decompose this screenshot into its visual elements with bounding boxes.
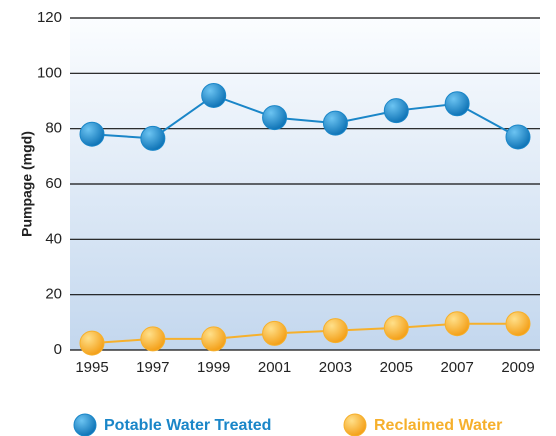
x-tick-label: 2005 [380, 359, 413, 376]
marker [383, 98, 409, 124]
legend-swatch [73, 413, 97, 436]
x-tick-label: 2007 [440, 359, 473, 376]
y-tick-label: 40 [45, 230, 62, 247]
y-tick-label: 120 [37, 9, 62, 26]
x-tick-label: 1997 [136, 359, 169, 376]
marker [322, 110, 348, 136]
marker [505, 311, 531, 337]
y-axis-label: Pumpage (mgd) [19, 131, 35, 237]
marker [201, 326, 227, 352]
legend-swatch [343, 413, 367, 436]
x-tick-label: 1995 [75, 359, 108, 376]
x-tick-label: 2009 [501, 359, 534, 376]
y-tick-label: 0 [54, 341, 62, 358]
marker [79, 121, 105, 147]
marker [505, 124, 531, 150]
legend-label: Reclaimed Water [374, 417, 502, 434]
legend-label: Potable Water Treated [104, 417, 271, 434]
y-tick-label: 80 [45, 120, 62, 137]
marker [140, 326, 166, 352]
marker [444, 311, 470, 337]
y-tick-label: 60 [45, 175, 62, 192]
y-tick-label: 20 [45, 286, 62, 303]
marker [322, 318, 348, 344]
marker [262, 105, 288, 131]
marker [383, 315, 409, 341]
x-tick-label: 1999 [197, 359, 230, 376]
marker [444, 91, 470, 117]
y-tick-label: 100 [37, 64, 62, 81]
marker [140, 125, 166, 151]
marker [201, 82, 227, 108]
marker [262, 320, 288, 346]
x-tick-label: 2001 [258, 359, 291, 376]
x-tick-label: 2003 [319, 359, 352, 376]
marker [79, 330, 105, 356]
